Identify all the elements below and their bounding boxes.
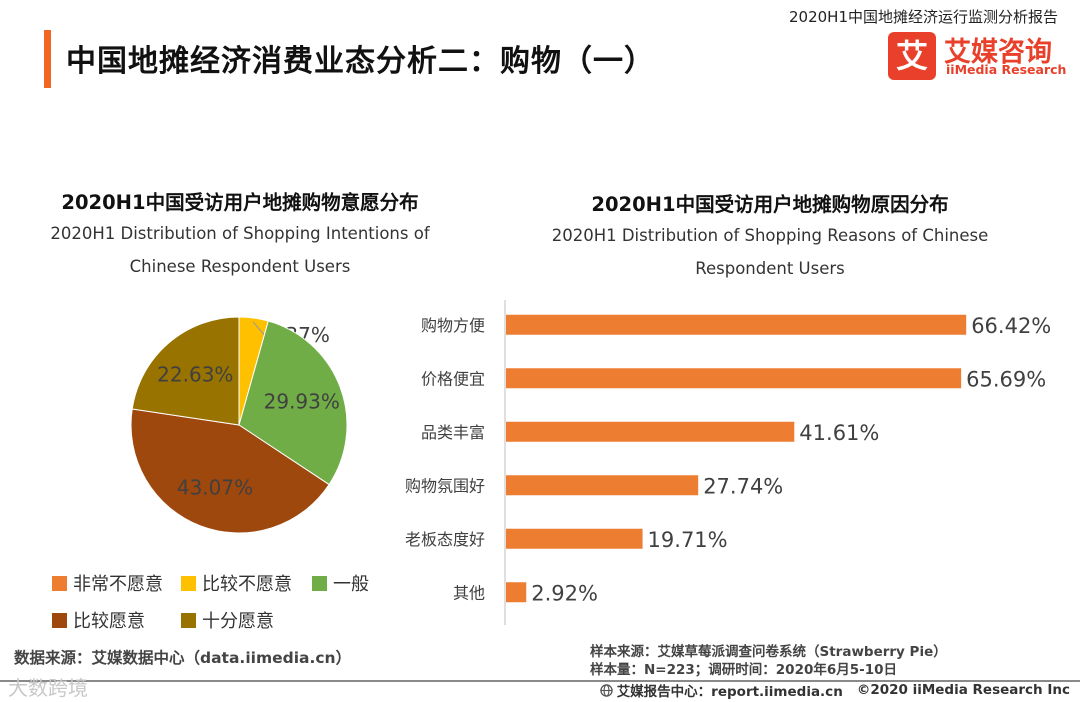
category-label: 其他	[453, 583, 485, 602]
bar-data-label: 66.42%	[971, 314, 1051, 338]
sample-source: 样本来源：艾媒草莓派调查问卷系统（Strawberry Pie）	[590, 644, 947, 660]
pie-chart-title: 2020H1中国受访用户地摊购物意愿分布	[61, 191, 419, 214]
bar-data-label: 41.61%	[799, 421, 879, 445]
legend-label: 比较愿意	[73, 611, 145, 632]
legend-item: 非常不愿意	[52, 570, 163, 596]
logo-mark: 艾	[888, 32, 936, 80]
page-title: 中国地摊经济消费业态分析二：购物（一）	[66, 44, 655, 79]
pie-subtitle-line-1: 2020H1 Distribution of Shopping Intentio…	[50, 224, 430, 243]
footer-divider	[0, 680, 1080, 682]
pie-chart: 4.37%29.93%43.07%22.63%	[130, 316, 348, 534]
category-label: 品类丰富	[421, 423, 485, 442]
pie-data-label: 22.63%	[157, 362, 233, 386]
legend-swatch	[52, 612, 67, 628]
category-label: 购物方便	[421, 316, 485, 335]
legend-label: 一般	[333, 574, 369, 595]
bar-data-label: 2.92%	[531, 581, 598, 605]
report-center: 艾媒报告中心：report.iimedia.cn	[616, 684, 843, 700]
data-source: 数据来源：艾媒数据中心（data.iimedia.cn）	[14, 649, 352, 667]
bar	[506, 582, 527, 603]
bar	[506, 314, 967, 335]
pie-slice	[130, 408, 330, 534]
sample-size: 样本量：N=223；调研时间：2020年6月5-10日	[590, 662, 898, 678]
bar	[506, 475, 699, 496]
legend-swatch	[52, 575, 67, 591]
legend-label: 十分愿意	[202, 611, 274, 632]
legend-item: 一般	[312, 570, 369, 596]
legend-swatch	[312, 575, 327, 591]
bar	[506, 368, 962, 389]
pie-chart-subtitle: 2020H1 Distribution of Shopping Intentio…	[20, 217, 460, 283]
logo-cn: 艾媒咨询	[944, 37, 1052, 68]
globe-icon	[599, 683, 613, 697]
pie-slice	[131, 316, 240, 426]
pie-slice	[238, 320, 348, 486]
watermark: 大数跨境	[8, 676, 88, 700]
copyright: ©2020 iiMedia Research Inc	[856, 682, 1070, 698]
bar-data-label: 27.74%	[703, 474, 783, 498]
pie-leader-line	[252, 321, 265, 336]
legend-label: 非常不愿意	[73, 574, 163, 595]
bar	[506, 528, 643, 549]
legend-item: 比较愿意	[52, 607, 145, 633]
pie-data-label: 29.93%	[264, 390, 340, 414]
iimedia-logo: 艾 艾媒咨询 iiMedia Research	[888, 32, 1066, 82]
legend-label: 比较不愿意	[202, 574, 292, 595]
category-label: 老板态度好	[405, 530, 485, 549]
footer-bar: 艾媒报告中心：report.iimedia.cn ©2020 iiMedia R…	[599, 680, 1070, 700]
legend-item: 比较不愿意	[181, 570, 292, 596]
bar-subtitle-line-2: Respondent Users	[695, 259, 845, 278]
report-name: 2020H1中国地摊经济运行监测分析报告	[789, 8, 1058, 26]
bar-chart-subtitle: 2020H1 Distribution of Shopping Reasons …	[535, 219, 1005, 285]
bar-chart: 购物方便 66.42% 价格便宜 65.69% 品类丰富 41.61% 购物氛围好 27.74…	[405, 300, 1051, 625]
legend-item: 十分愿意	[181, 607, 274, 633]
pie-legend: 非常不愿意 比较不愿意 一般 比较愿意 十分愿意	[52, 570, 412, 640]
category-label: 价格便宜	[421, 369, 485, 388]
bar-data-label: 65.69%	[966, 367, 1046, 391]
legend-swatch	[181, 575, 196, 591]
pie-data-label: 43.07%	[177, 476, 253, 500]
legend-swatch	[181, 612, 196, 628]
title-accent-bar	[44, 30, 51, 88]
logo-en: iiMedia Research	[946, 62, 1067, 77]
bar-chart-title: 2020H1中国受访用户地摊购物原因分布	[591, 193, 949, 216]
bar-data-label: 19.71%	[648, 528, 728, 552]
bar	[506, 421, 795, 442]
category-label: 购物氛围好	[405, 476, 485, 495]
pie-subtitle-line-2: Chinese Respondent Users	[129, 257, 351, 276]
bar-subtitle-line-1: 2020H1 Distribution of Shopping Reasons …	[551, 226, 989, 245]
